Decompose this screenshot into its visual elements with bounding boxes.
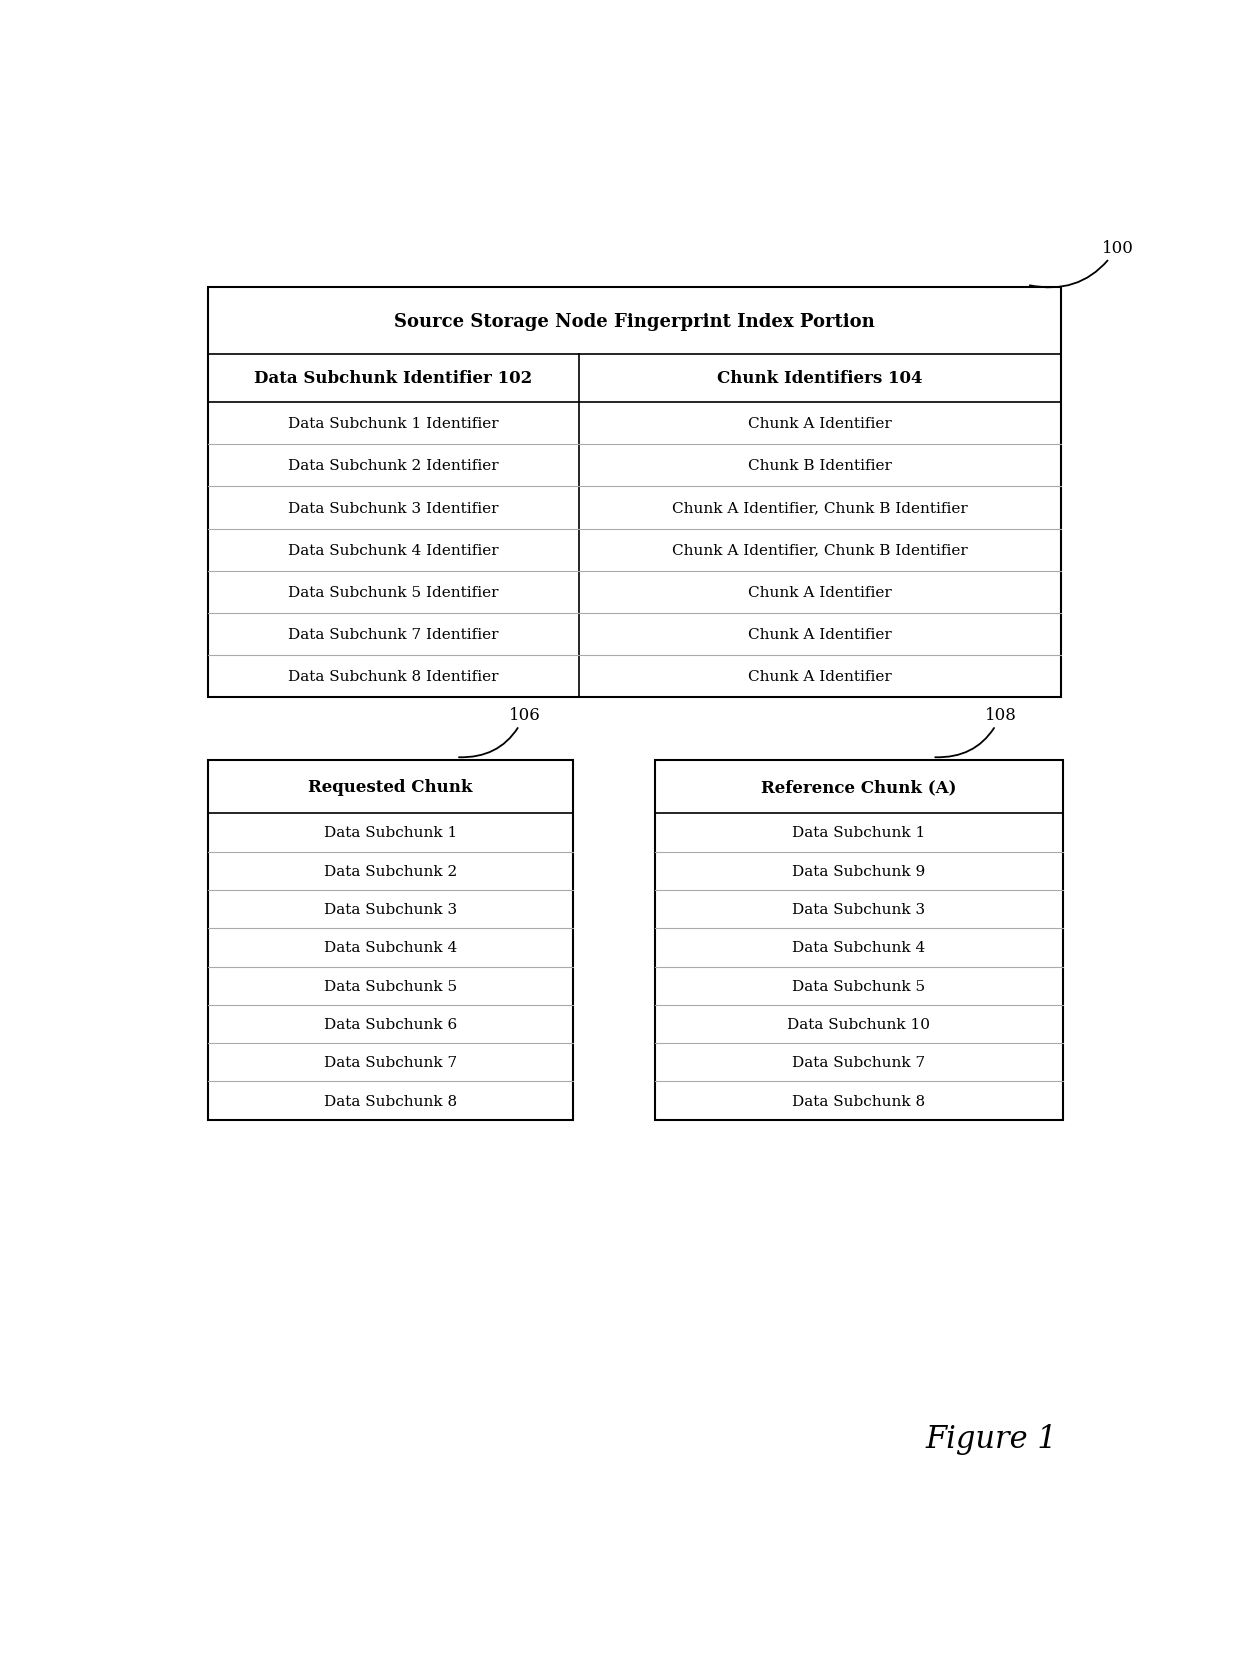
Text: Data Subchunk 7: Data Subchunk 7 [792,1056,925,1070]
Text: Data Subchunk 8: Data Subchunk 8 [324,1094,458,1109]
Text: Data Subchunk 5: Data Subchunk 5 [792,979,925,993]
Text: 106: 106 [459,706,541,757]
Text: Data Subchunk 1: Data Subchunk 1 [792,825,925,840]
Text: Data Subchunk 4: Data Subchunk 4 [324,941,458,954]
Text: Data Subchunk 4 Identifier: Data Subchunk 4 Identifier [288,543,498,557]
Text: Data Subchunk 2: Data Subchunk 2 [324,865,458,878]
Text: Data Subchunk 5 Identifier: Data Subchunk 5 Identifier [288,585,498,600]
Text: Chunk A Identifier, Chunk B Identifier: Chunk A Identifier, Chunk B Identifier [672,502,968,515]
Text: Data Subchunk 3 Identifier: Data Subchunk 3 Identifier [288,502,498,515]
Text: Chunk Identifiers 104: Chunk Identifiers 104 [718,370,923,388]
Text: Data Subchunk 8 Identifier: Data Subchunk 8 Identifier [288,669,498,684]
Bar [208,761,573,1120]
Text: Data Subchunk 1 Identifier: Data Subchunk 1 Identifier [288,418,498,431]
Text: Chunk A Identifier: Chunk A Identifier [748,669,892,684]
Text: Data Subchunk Identifier 102: Data Subchunk Identifier 102 [254,370,533,388]
Text: Chunk A Identifier: Chunk A Identifier [748,585,892,600]
Text: Source Storage Node Fingerprint Index Portion: Source Storage Node Fingerprint Index Po… [394,312,875,330]
Text: Reference Chunk (A): Reference Chunk (A) [761,779,957,795]
Text: Data Subchunk 1: Data Subchunk 1 [324,825,458,840]
Text: Data Subchunk 5: Data Subchunk 5 [324,979,458,993]
Text: 100: 100 [1029,239,1133,288]
Text: Requested Chunk: Requested Chunk [309,779,472,795]
Text: Chunk A Identifier: Chunk A Identifier [748,628,892,641]
Text: Data Subchunk 9: Data Subchunk 9 [792,865,925,878]
Bar [208,288,1061,698]
Text: Data Subchunk 3: Data Subchunk 3 [324,903,458,916]
Text: Data Subchunk 8: Data Subchunk 8 [792,1094,925,1109]
Text: Data Subchunk 2 Identifier: Data Subchunk 2 Identifier [288,459,498,474]
Text: Chunk A Identifier: Chunk A Identifier [748,418,892,431]
Text: Figure 1: Figure 1 [925,1423,1056,1455]
Text: Chunk B Identifier: Chunk B Identifier [748,459,892,474]
Text: 108: 108 [935,706,1017,757]
Text: Data Subchunk 7: Data Subchunk 7 [324,1056,458,1070]
Text: Data Subchunk 4: Data Subchunk 4 [792,941,925,954]
Text: Data Subchunk 7 Identifier: Data Subchunk 7 Identifier [288,628,498,641]
Text: Data Subchunk 3: Data Subchunk 3 [792,903,925,916]
Bar [655,761,1063,1120]
Text: Chunk A Identifier, Chunk B Identifier: Chunk A Identifier, Chunk B Identifier [672,543,968,557]
Text: Data Subchunk 10: Data Subchunk 10 [787,1017,930,1031]
Text: Data Subchunk 6: Data Subchunk 6 [324,1017,458,1031]
